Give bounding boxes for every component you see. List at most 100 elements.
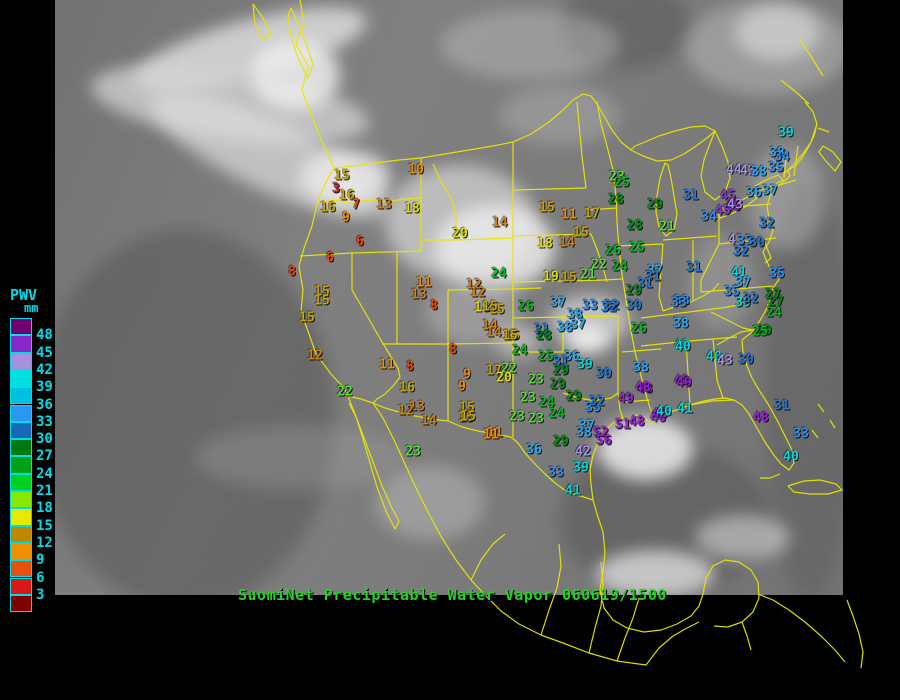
station-value: 25 xyxy=(614,175,630,191)
station-value: 24 xyxy=(612,259,628,275)
station-value: 36 xyxy=(526,442,542,458)
station-value: 37 xyxy=(550,295,566,311)
legend-tick-label: 21 xyxy=(36,483,53,499)
station-value: 11 xyxy=(487,425,503,441)
station-value: 23 xyxy=(405,444,421,460)
station-value: 32 xyxy=(604,298,620,314)
station-value: 38 xyxy=(633,360,649,376)
station-value: 29 xyxy=(647,197,663,213)
station-value: 30 xyxy=(738,352,754,368)
station-value: 33 xyxy=(671,295,687,311)
station-value: 11 xyxy=(379,357,395,373)
station-value: 14 xyxy=(482,318,498,334)
station-value: 8 xyxy=(406,359,414,375)
station-value: 6 xyxy=(356,234,364,250)
station-value: 16 xyxy=(320,200,336,216)
legend-box xyxy=(10,369,32,388)
station-value: 13 xyxy=(411,287,427,303)
station-value: 20 xyxy=(496,370,512,386)
station-value: 9 xyxy=(463,367,471,383)
legend-box xyxy=(10,560,32,578)
station-value: 20 xyxy=(452,226,468,242)
station-value: 31 xyxy=(645,269,661,285)
station-value: 15 xyxy=(314,293,330,309)
legend-tick-label: 30 xyxy=(36,431,53,448)
legend-box xyxy=(10,577,32,595)
station-value: 38 xyxy=(567,307,583,323)
station-value: 35 xyxy=(724,284,740,300)
station-value: 11 xyxy=(416,275,432,291)
station-value: 23 xyxy=(520,390,536,406)
station-value: 33 xyxy=(737,233,753,249)
station-value: 15 xyxy=(458,410,474,426)
legend-tick-label: 33 xyxy=(36,413,53,430)
station-value: 8 xyxy=(430,298,438,314)
station-value: 44 xyxy=(726,162,742,178)
station-value: 15 xyxy=(573,225,589,241)
station-value: 43 xyxy=(728,232,744,248)
legend-tick-label: 3 xyxy=(36,586,45,603)
station-value: 49 xyxy=(676,375,692,391)
station-value: 45 xyxy=(715,203,731,219)
station-value: 28 xyxy=(536,328,552,344)
station-value: 30 xyxy=(596,366,612,382)
station-value: 14 xyxy=(486,325,502,341)
station-value: 34 xyxy=(701,209,717,225)
station-value: 28 xyxy=(608,192,624,208)
station-value: 40 xyxy=(783,449,799,465)
station-value: 33 xyxy=(793,426,809,442)
legend-box xyxy=(10,335,32,353)
station-value: 33 xyxy=(548,465,564,481)
colorbar-title: PWV xyxy=(10,286,38,304)
station-value: 31 xyxy=(534,322,550,338)
station-value: 12 xyxy=(398,403,414,419)
station-value: 35 xyxy=(585,400,601,416)
station-value: 42 xyxy=(575,444,591,460)
station-value: 21 xyxy=(659,219,675,235)
legend-tick-label: 12 xyxy=(36,534,53,551)
station-value: 14 xyxy=(421,413,437,429)
station-value: 38 xyxy=(673,316,689,332)
station-value: 26 xyxy=(605,243,621,259)
station-value: 48 xyxy=(637,381,653,397)
station-value: 21 xyxy=(580,267,596,283)
station-value: 15 xyxy=(334,168,350,184)
station-value: 15 xyxy=(482,299,498,315)
station-value: 29 xyxy=(553,434,569,450)
station-value: 24 xyxy=(766,305,782,321)
station-value: 23 xyxy=(609,169,625,185)
legend-box xyxy=(10,318,32,336)
station-value: 31 xyxy=(637,276,653,292)
legend-box xyxy=(10,594,32,613)
station-value: 43 xyxy=(740,163,756,179)
station-value: 14 xyxy=(559,235,575,251)
station-value: 3 xyxy=(332,181,340,197)
station-value: 25 xyxy=(752,324,768,340)
station-value: 15 xyxy=(314,284,330,300)
legend-tick-label: 15 xyxy=(36,517,53,534)
station-value: 40 xyxy=(706,349,722,365)
station-value: 40 xyxy=(675,339,691,355)
station-value: 27 xyxy=(768,294,784,310)
station-value: 48 xyxy=(753,410,769,426)
station-value: 30 xyxy=(749,235,765,251)
colorbar-unit: mm xyxy=(24,301,39,315)
legend-tick-label: 36 xyxy=(36,396,53,413)
station-value: 17 xyxy=(584,206,600,222)
pwv-colorbar: PWV mm 48 45 42 39 36 33 30 27 24 21 18 15 12 9 6 3 xyxy=(6,286,72,646)
station-value: 9 xyxy=(458,379,466,395)
station-value: 32 xyxy=(743,291,759,307)
station-value: 22 xyxy=(501,361,517,377)
station-value: 38 xyxy=(751,164,767,180)
station-value: 32 xyxy=(601,300,617,316)
station-value: 22 xyxy=(337,384,353,400)
station-value: 25 xyxy=(629,240,645,256)
station-value: 15 xyxy=(539,200,555,216)
station-value: 39 xyxy=(577,357,593,373)
station-value: 29 xyxy=(566,389,582,405)
station-value: 31 xyxy=(683,188,699,204)
station-value: 11 xyxy=(483,427,499,443)
legend-box xyxy=(10,404,32,422)
station-value: 38 xyxy=(557,320,573,336)
